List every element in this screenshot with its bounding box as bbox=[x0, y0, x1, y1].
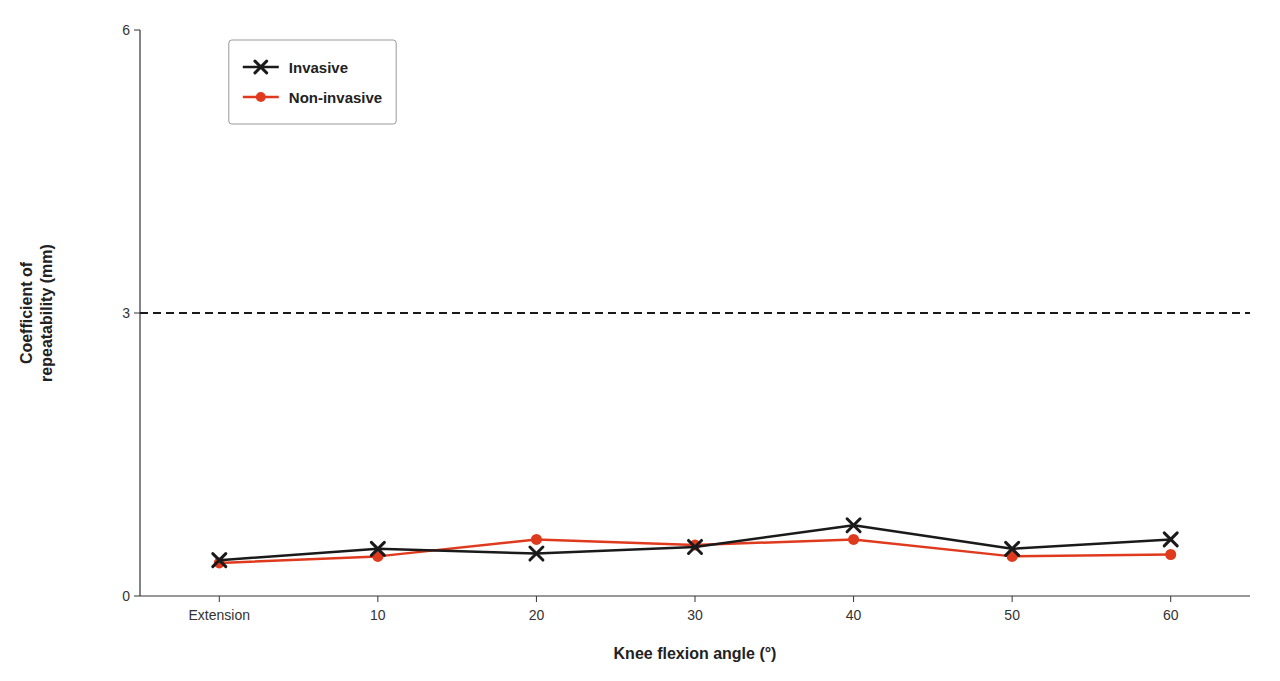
point-marker bbox=[213, 554, 226, 567]
point-marker bbox=[371, 542, 384, 555]
chart: 0 3 6 Extension 10 20 30 40 50 60 Knee flexion ang… bbox=[0, 0, 1280, 681]
point-marker bbox=[1006, 542, 1019, 555]
y-tick bbox=[134, 596, 140, 597]
y-tick bbox=[134, 30, 140, 31]
x-tick-label: 20 bbox=[529, 607, 545, 623]
series-line bbox=[219, 525, 1170, 560]
x-tick-label: 60 bbox=[1163, 607, 1179, 623]
x-tick bbox=[1170, 596, 1171, 602]
x-tick bbox=[1012, 596, 1013, 602]
x-tick bbox=[695, 596, 696, 602]
legend-marker bbox=[255, 61, 267, 73]
y-tick-label: 0 bbox=[122, 588, 130, 604]
point-marker bbox=[848, 534, 859, 545]
background bbox=[0, 0, 1280, 681]
point-marker bbox=[1164, 533, 1177, 546]
x-tick bbox=[377, 596, 378, 602]
y-tick-label: 3 bbox=[122, 305, 130, 321]
point-marker bbox=[530, 547, 543, 560]
plot-area bbox=[140, 313, 1250, 568]
legend-marker bbox=[256, 92, 266, 102]
point-marker bbox=[1165, 549, 1176, 560]
y-axis-label: Coefficient ofrepeatability (mm) bbox=[18, 244, 55, 382]
y-tick-label: 6 bbox=[122, 22, 130, 38]
legend-label: Invasive bbox=[289, 59, 348, 76]
legend-marker-shape bbox=[256, 92, 266, 102]
x-tick-label: 10 bbox=[370, 607, 386, 623]
y-axis-label-line: repeatability (mm) bbox=[38, 244, 55, 382]
x-tick-label: 50 bbox=[1004, 607, 1020, 623]
point-marker bbox=[847, 519, 860, 532]
series bbox=[213, 519, 1177, 567]
x-tick bbox=[536, 596, 537, 602]
legend-marker-shape bbox=[255, 61, 267, 73]
legend-label: Non-invasive bbox=[289, 89, 382, 106]
x-tick bbox=[219, 596, 220, 602]
x-tick-label: Extension bbox=[189, 607, 250, 623]
reference-line bbox=[140, 312, 1250, 314]
legend-box bbox=[229, 40, 396, 124]
point-marker bbox=[531, 534, 542, 545]
x-tick bbox=[853, 596, 854, 602]
x-axis-label: Knee flexion angle (°) bbox=[614, 645, 777, 662]
y-tick bbox=[134, 313, 140, 314]
x-tick-label: 40 bbox=[846, 607, 862, 623]
x-tick-label: 30 bbox=[687, 607, 703, 623]
y-axis-label-line: Coefficient of bbox=[18, 261, 35, 364]
point-marker bbox=[689, 540, 702, 553]
legend: Invasive Non-invasive bbox=[229, 40, 396, 124]
